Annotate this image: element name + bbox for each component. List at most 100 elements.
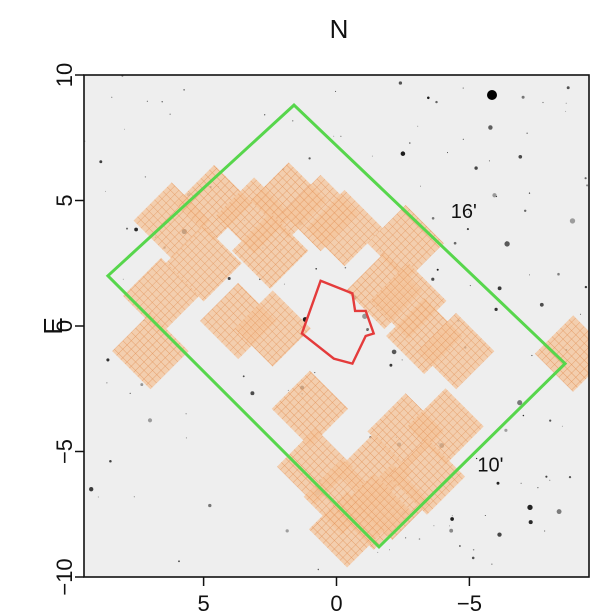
- star: [565, 102, 567, 104]
- tile: [231, 212, 309, 289]
- star: [419, 185, 422, 187]
- star: [405, 537, 407, 539]
- star: [565, 110, 567, 112]
- tile-mosaic: [112, 162, 589, 568]
- y-tick-label: −5: [52, 439, 77, 464]
- star: [526, 132, 528, 134]
- star: [147, 418, 153, 423]
- star: [185, 437, 187, 439]
- star: [433, 525, 435, 527]
- star: [97, 496, 99, 498]
- x-tick-label: 5: [197, 591, 209, 616]
- star: [466, 228, 469, 231]
- star: [208, 503, 212, 508]
- annotation-label: 16': [451, 201, 477, 223]
- star: [125, 227, 129, 230]
- star: [495, 195, 498, 198]
- star: [418, 538, 421, 540]
- star: [488, 160, 490, 162]
- star: [371, 155, 373, 157]
- star: [494, 307, 498, 312]
- star: [504, 428, 508, 432]
- star: [579, 313, 582, 315]
- star: [523, 209, 527, 213]
- star: [178, 560, 180, 563]
- star: [129, 392, 131, 395]
- x-axis: 5 0 −5: [197, 577, 482, 616]
- star: [109, 460, 112, 463]
- star: [449, 525, 451, 527]
- star: [568, 475, 572, 479]
- star: [401, 359, 403, 361]
- star: [545, 475, 548, 478]
- star: [431, 277, 435, 281]
- star: [242, 375, 245, 378]
- star: [471, 556, 475, 560]
- star: [427, 96, 430, 100]
- star: [447, 152, 448, 154]
- star: [124, 128, 125, 130]
- star: [467, 212, 469, 214]
- star: [518, 154, 523, 159]
- star: [436, 268, 439, 271]
- star: [528, 274, 531, 276]
- star: [584, 177, 587, 180]
- star: [314, 372, 316, 374]
- star: [450, 517, 454, 521]
- star: [134, 227, 138, 232]
- star: [340, 135, 342, 137]
- star: [400, 151, 406, 156]
- star: [542, 101, 544, 104]
- star: [292, 120, 294, 122]
- star: [317, 568, 319, 571]
- star: [389, 363, 393, 367]
- star: [569, 218, 576, 224]
- star: [528, 192, 531, 194]
- star: [227, 277, 231, 280]
- star: [492, 193, 497, 198]
- star: [133, 496, 135, 498]
- y-tick-label: 10: [52, 63, 77, 87]
- y-tick-label: −10: [52, 558, 77, 595]
- star: [474, 166, 478, 170]
- star: [549, 419, 552, 422]
- star: [556, 509, 562, 515]
- star: [99, 160, 103, 164]
- x-tick-label: 0: [330, 591, 342, 616]
- star: [496, 481, 500, 485]
- star: [561, 425, 563, 427]
- star: [517, 400, 523, 406]
- star: [161, 100, 163, 103]
- chart-title: N: [330, 14, 349, 44]
- inner-region-outline: [300, 279, 376, 366]
- star: [543, 530, 546, 532]
- star: [469, 285, 471, 287]
- star: [504, 241, 510, 247]
- tile: [306, 189, 383, 267]
- star: [409, 142, 411, 144]
- annotation-label: 10': [477, 455, 503, 477]
- star: [106, 358, 110, 362]
- field-outline: [105, 103, 568, 550]
- star: [366, 327, 370, 331]
- star: [431, 217, 435, 220]
- star: [484, 515, 486, 516]
- star: [398, 81, 403, 85]
- star: [285, 529, 289, 533]
- star: [344, 266, 347, 269]
- star: [584, 285, 588, 289]
- star: [549, 479, 551, 481]
- star: [89, 487, 94, 492]
- star: [104, 190, 107, 192]
- star: [185, 413, 187, 415]
- star: [531, 354, 533, 357]
- y-tick-label: 0: [52, 320, 77, 332]
- star: [528, 520, 533, 525]
- star: [539, 302, 544, 307]
- y-axis: 10 5 0 −5 −10: [52, 63, 84, 596]
- star: [586, 184, 589, 187]
- star: [287, 389, 289, 391]
- tile: [308, 491, 386, 568]
- bright-star: [487, 90, 497, 100]
